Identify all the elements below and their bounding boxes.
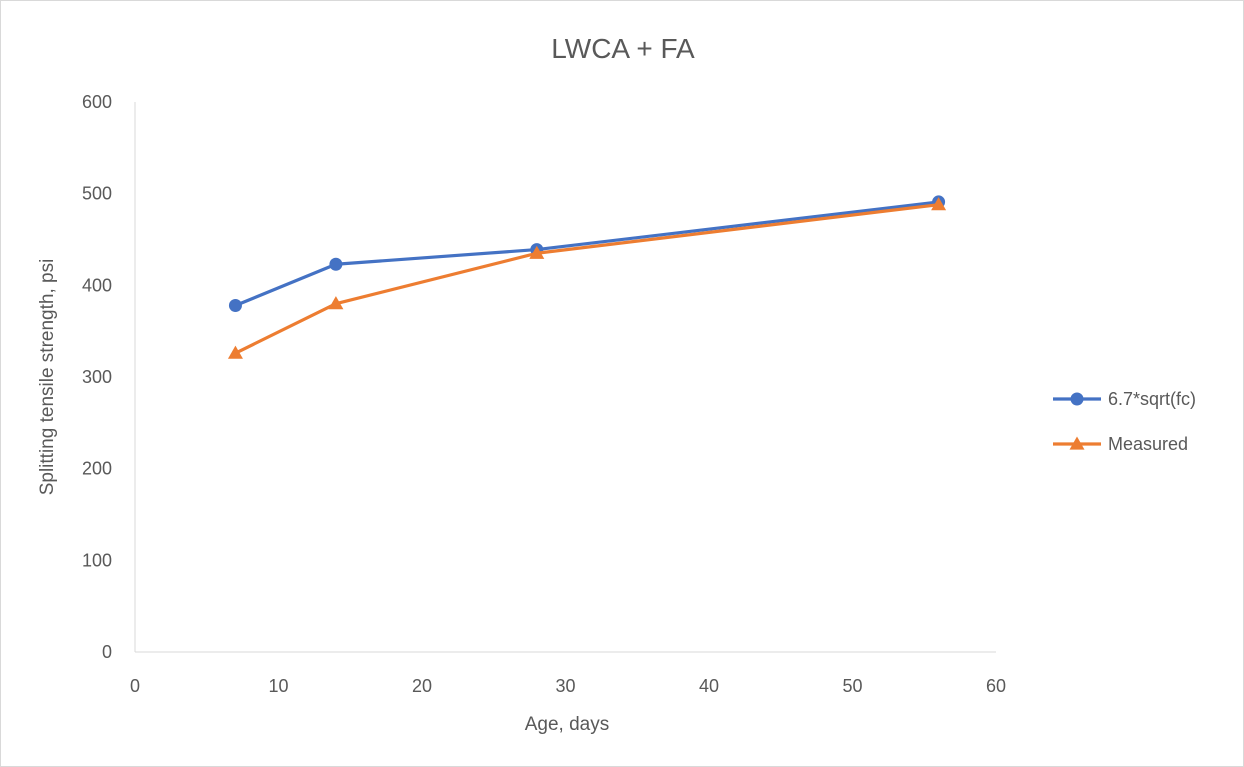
series-line — [233, 200, 941, 308]
legend-marker — [1070, 392, 1084, 406]
x-tick-label: 10 — [268, 676, 288, 696]
x-tick-label: 20 — [412, 676, 432, 696]
y-tick-label: 300 — [82, 367, 112, 387]
y-tick-label: 500 — [82, 184, 112, 204]
x-tick-label: 40 — [699, 676, 719, 696]
legend-marker — [1069, 436, 1085, 450]
legend-label: 6.7*sqrt(fc) — [1108, 389, 1196, 409]
x-axis-title: Age, days — [525, 714, 610, 735]
chart-title: LWCA + FA — [551, 33, 695, 64]
data-point — [227, 345, 243, 359]
y-tick-label: 0 — [102, 642, 112, 662]
y-tick-label: 600 — [82, 92, 112, 112]
data-point — [529, 245, 545, 259]
legend: 6.7*sqrt(fc) Measured — [1053, 389, 1196, 454]
x-tick-label: 50 — [842, 676, 862, 696]
y-tick-label: 400 — [82, 275, 112, 295]
series-line — [233, 203, 941, 355]
x-tick-label: 0 — [130, 676, 140, 696]
y-tick-label: 100 — [82, 550, 112, 570]
plot-area: 0 100 200 300 400 500 600 0 10 20 30 40 50 60 — [82, 92, 1006, 696]
data-point — [228, 299, 242, 312]
data-point — [329, 257, 343, 271]
y-axis-title: Splitting tensile strength, psi — [37, 259, 58, 496]
data-point — [328, 296, 344, 310]
x-tick-label: 60 — [986, 676, 1006, 696]
y-tick-label: 200 — [82, 459, 112, 479]
legend-label: Measured — [1108, 434, 1188, 454]
x-tick-label: 30 — [555, 676, 575, 696]
data-point — [931, 197, 947, 211]
